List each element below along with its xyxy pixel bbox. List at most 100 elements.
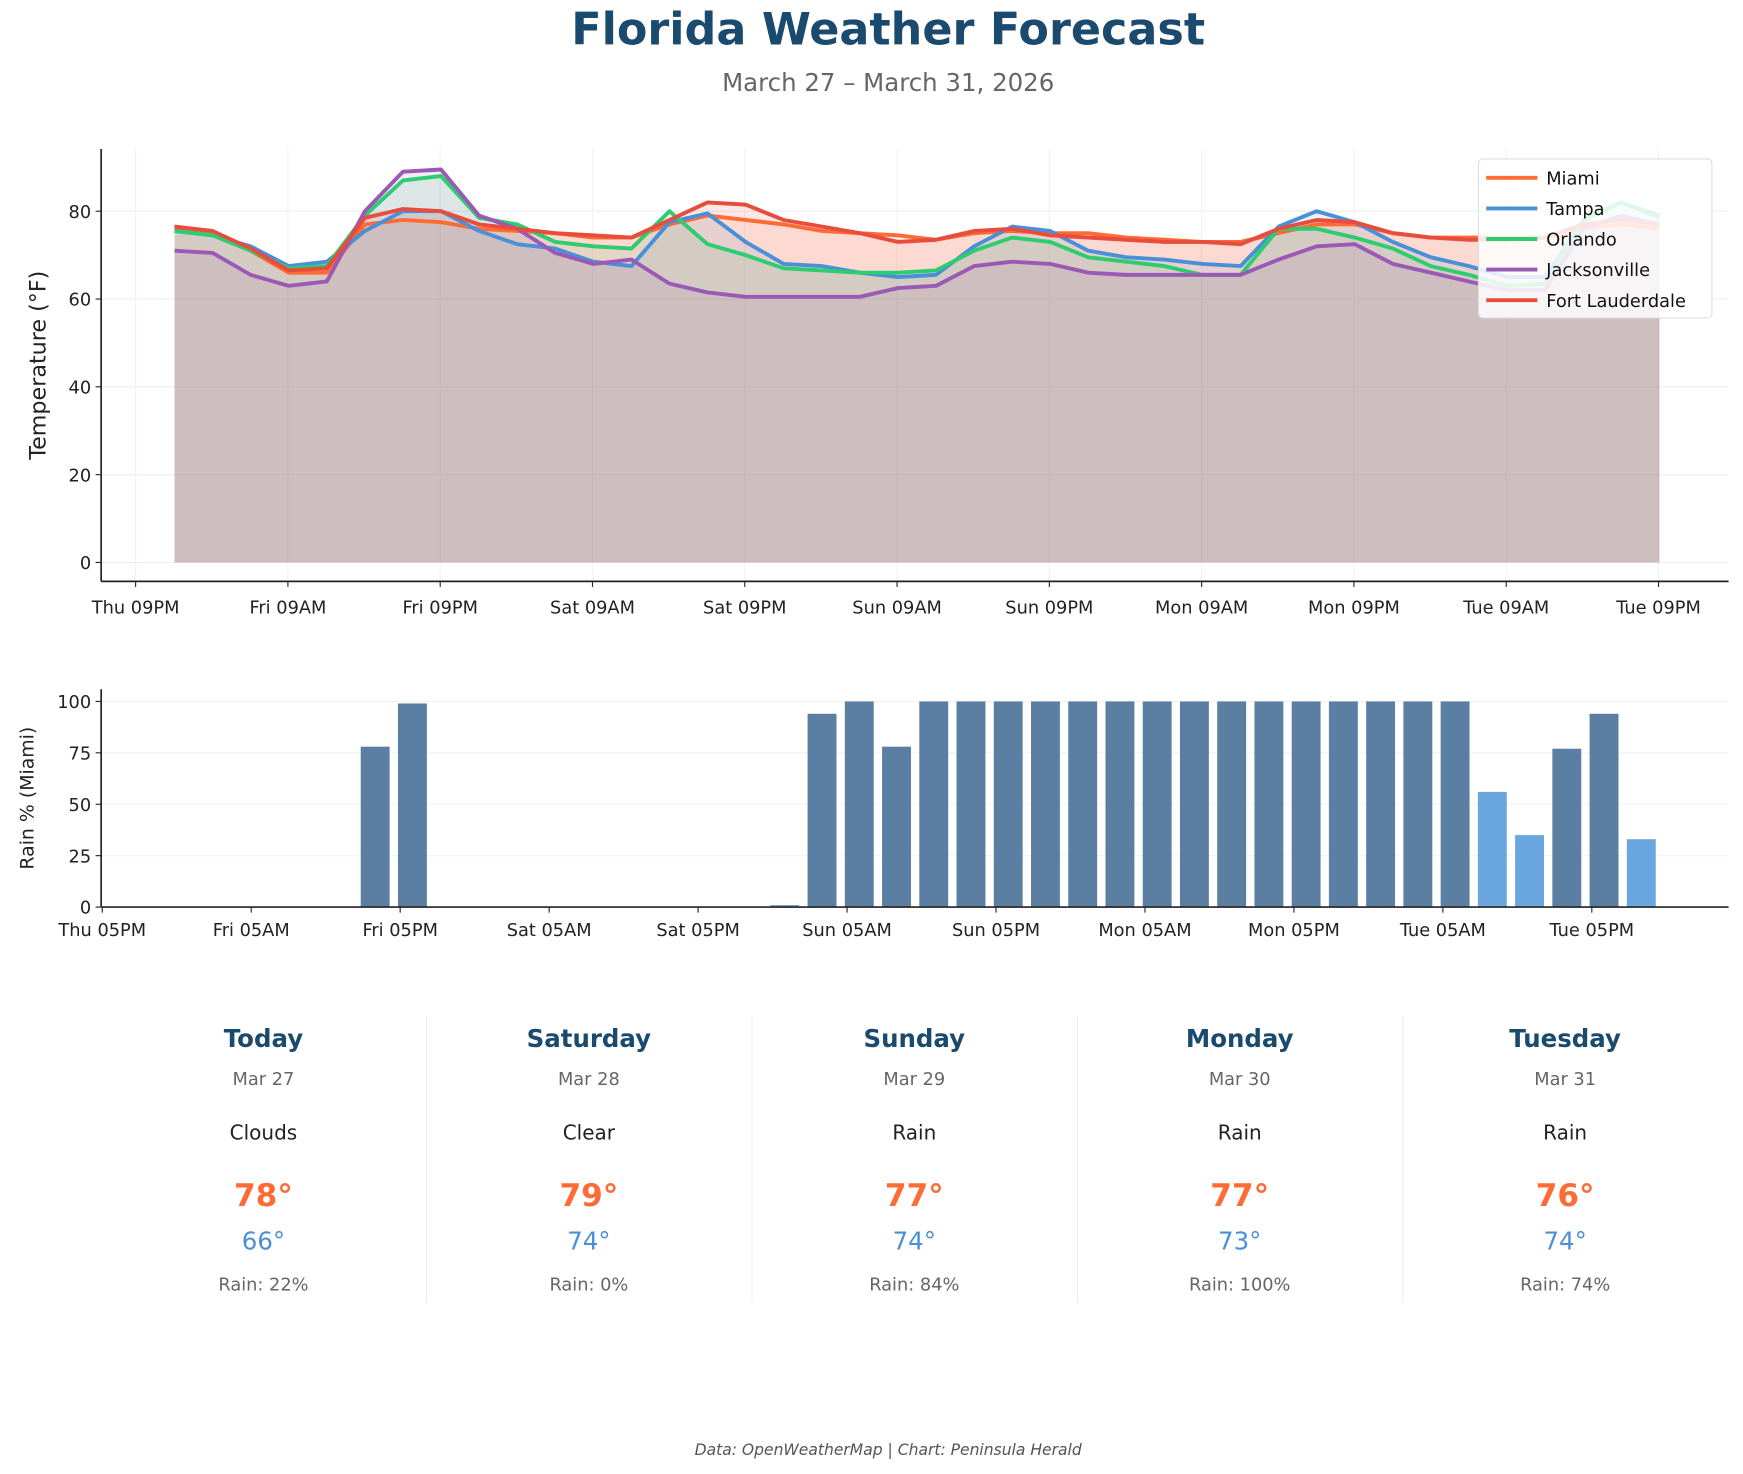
series-fill-orlando: [174, 176, 1660, 563]
y-axis-label: Temperature (°F): [26, 271, 52, 461]
forecast-card: Tuesday Mar 31 Rain 76° 74° Rain: 74%: [1402, 1016, 1621, 1303]
rain-bar: [1217, 701, 1247, 908]
rain-bar: [397, 703, 427, 908]
rain-chance: Rain: 0%: [549, 1275, 628, 1296]
rain-bar: [1403, 701, 1433, 908]
series-fill-miami: [174, 215, 1660, 563]
legend: Miami Tampa Orlando Jacksonville Fort Lauder…: [1477, 158, 1713, 319]
series-line-fort-lauderdale: [174, 200, 1660, 273]
x-tick-label: Tue 05AM: [1399, 920, 1486, 941]
rain-bar: [1142, 701, 1172, 908]
rain-bar: [1477, 791, 1507, 908]
forecast-card: Sunday Mar 29 Rain 77° 74° Rain: 84%: [751, 1016, 966, 1303]
rain-bar: [844, 701, 874, 908]
legend-label: Tampa: [1545, 199, 1604, 220]
x-tick-label: Sat 05PM: [656, 920, 739, 941]
rain-bar: [1626, 839, 1656, 908]
rain-bar: [882, 746, 911, 908]
date-label: Mar 29: [883, 1069, 945, 1090]
page-title: Florida Weather Forecast: [571, 4, 1205, 55]
rain-bar: [1366, 701, 1396, 908]
legend-label: Miami: [1546, 169, 1599, 190]
y-tick-label: 0: [80, 898, 91, 919]
y-tick-label: 100: [57, 692, 91, 713]
x-tick-label: Sat 05AM: [507, 920, 592, 941]
x-tick-label: Fri 05AM: [213, 920, 290, 941]
rain-bar: [1179, 701, 1209, 908]
y-tick-label: 25: [69, 846, 92, 867]
condition-label: Clouds: [230, 1120, 298, 1144]
low-temp: 73°: [1218, 1226, 1261, 1255]
x-tick-label: Thu 09PM: [91, 598, 180, 619]
y-tick-label: 75: [69, 744, 92, 765]
page-subtitle: March 27 – March 31, 2026: [722, 68, 1054, 97]
y-tick-label: 50: [69, 795, 92, 816]
x-tick-label: Sun 09PM: [1005, 598, 1093, 619]
day-name: Saturday: [527, 1024, 651, 1053]
date-label: Mar 27: [233, 1069, 295, 1090]
x-tick-label: Tue 05PM: [1549, 920, 1635, 941]
day-name: Monday: [1186, 1024, 1294, 1053]
series-fill-fort-lauderdale: [174, 202, 1660, 563]
condition-label: Clear: [563, 1120, 616, 1144]
series-fill-jacksonville: [174, 169, 1660, 563]
footer-credit: Data: OpenWeatherMap | Chart: Peninsula …: [695, 1441, 1082, 1459]
condition-label: Rain: [1218, 1120, 1262, 1144]
rain-chart: 0 25 50 75 100 Thu 05PM Fri 05AM Fri 05PM Sat 05…: [16, 689, 1729, 941]
y-tick-label: 20: [69, 465, 92, 486]
rain-chance: Rain: 100%: [1189, 1275, 1290, 1296]
high-temp: 77°: [885, 1178, 944, 1214]
rain-bar: [1031, 701, 1060, 908]
rain-bar: [1515, 835, 1545, 908]
day-name: Today: [224, 1024, 303, 1053]
low-temp: 74°: [1543, 1226, 1586, 1255]
x-tick-label: Mon 05PM: [1248, 920, 1340, 941]
legend-label: Orlando: [1546, 230, 1617, 251]
x-tick-label: Tue 09PM: [1615, 598, 1701, 619]
rain-bar: [770, 905, 800, 908]
day-name: Tuesday: [1509, 1024, 1621, 1053]
rain-bar: [807, 713, 837, 908]
rain-bar: [993, 701, 1023, 908]
rain-bar: [1589, 713, 1619, 908]
high-temp: 79°: [559, 1178, 618, 1214]
x-tick-label: Thu 05PM: [57, 920, 146, 941]
x-tick-label: Sun 09AM: [852, 598, 942, 619]
x-tick-label: Sat 09PM: [703, 598, 786, 619]
date-label: Mar 31: [1534, 1069, 1596, 1090]
date-label: Mar 28: [558, 1069, 620, 1090]
rain-bar: [956, 701, 986, 908]
legend-label: Jacksonville: [1545, 260, 1650, 281]
x-tick-label: Fri 09AM: [249, 598, 326, 619]
rain-chance: Rain: 84%: [869, 1275, 959, 1296]
forecast-card: Today Mar 27 Clouds 78° 66° Rain: 22%: [218, 1024, 308, 1295]
x-tick-label: Sun 05PM: [952, 920, 1040, 941]
y-axis-label: Rain % (Miami): [16, 727, 38, 870]
x-tick-label: Tue 09AM: [1462, 598, 1549, 619]
low-temp: 74°: [567, 1226, 610, 1255]
rain-bar: [360, 746, 390, 908]
high-temp: 77°: [1210, 1178, 1269, 1214]
day-name: Sunday: [864, 1024, 966, 1053]
x-tick-label: Sun 05AM: [802, 920, 892, 941]
rain-bar: [1068, 701, 1098, 908]
y-tick-label: 60: [69, 290, 92, 311]
high-temp: 78°: [234, 1178, 293, 1214]
x-tick-label: Mon 05AM: [1098, 920, 1191, 941]
legend-label: Fort Lauderdale: [1546, 291, 1686, 312]
rain-chance: Rain: 22%: [218, 1275, 308, 1296]
y-tick-label: 0: [80, 553, 91, 574]
rain-bar: [919, 701, 949, 908]
legend-box: [1477, 158, 1713, 319]
condition-label: Rain: [892, 1120, 936, 1144]
rain-bar: [1552, 748, 1582, 908]
rain-bar: [1328, 701, 1358, 908]
series-fill-tampa: [174, 202, 1660, 563]
forecast-cards: Today Mar 27 Clouds 78° 66° Rain: 22% Saturday…: [218, 1016, 1621, 1303]
x-tick-label: Fri 09PM: [402, 598, 477, 619]
rain-bar: [1105, 701, 1135, 908]
rain-bar: [1254, 701, 1284, 908]
rain-bar: [1440, 701, 1470, 908]
condition-label: Rain: [1543, 1120, 1587, 1144]
rain-bar: [1291, 701, 1321, 908]
